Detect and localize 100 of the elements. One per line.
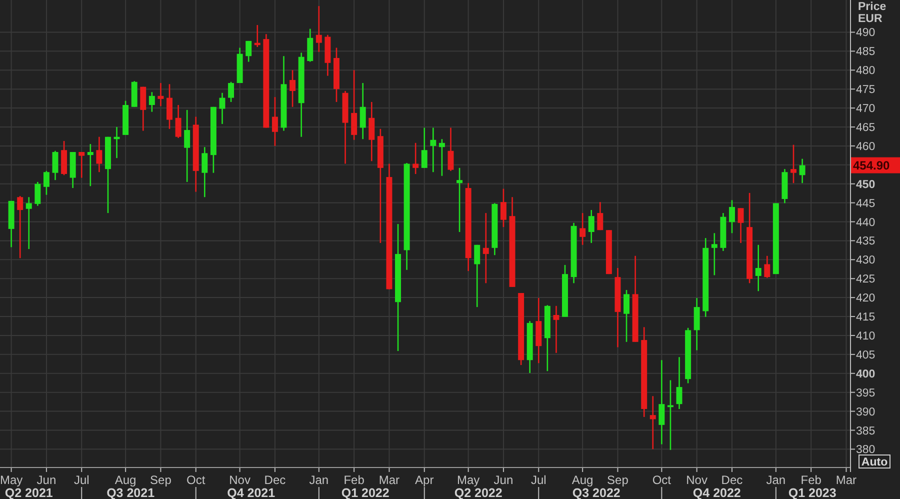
y-tick-label: 395	[856, 387, 876, 400]
price-tag: 454.90	[851, 157, 900, 174]
candlestick	[43, 170, 50, 196]
y-tick-label: 410	[856, 330, 876, 342]
x-tick-label: Oct	[186, 473, 206, 487]
x-tick-label: Dec	[721, 473, 743, 487]
candlestick	[246, 40, 252, 62]
candlestick	[87, 143, 94, 187]
y-tick-label: 465	[856, 122, 876, 134]
y-axis-title: Price EUR	[858, 1, 886, 25]
x-tick-label: May	[456, 473, 480, 487]
y-tick-label: 490	[856, 27, 876, 40]
x-tick-label: Feb	[800, 473, 822, 487]
candlestick	[219, 92, 226, 125]
x-tick-label: Jul	[74, 473, 90, 487]
candlestick	[17, 195, 24, 259]
candlestick	[184, 109, 190, 183]
x-tick-label: Apr	[415, 473, 434, 487]
y-tick-label: 485	[856, 46, 876, 58]
candlestick	[166, 84, 172, 130]
y-tick-label: 380	[856, 444, 876, 456]
y-tick-label: 425	[856, 274, 876, 286]
candlestick	[474, 244, 480, 308]
candlestick	[96, 136, 102, 173]
candlestick	[78, 151, 85, 178]
x-tick-label: Mar	[378, 473, 400, 487]
y-tick-label: 405	[856, 349, 876, 362]
candlestick	[694, 297, 700, 351]
x-tick-label: Nov	[229, 473, 250, 487]
x-tick-label: Aug	[572, 473, 594, 487]
candlestick	[351, 69, 358, 141]
candlestick	[438, 138, 445, 177]
x-tick-label: Jun	[494, 473, 514, 487]
candlestick	[228, 81, 234, 103]
y-tick-label: 480	[856, 65, 876, 78]
y-tick-label: 440	[856, 216, 876, 229]
candlestick	[482, 212, 489, 284]
candlestick	[290, 69, 296, 108]
candlestick	[799, 158, 806, 184]
candlestick	[755, 244, 762, 292]
candlestick	[597, 201, 604, 231]
y-tick-label: 400	[856, 368, 876, 380]
auto-button: Auto	[858, 454, 890, 469]
candlestick	[500, 188, 506, 228]
candlestick	[360, 82, 366, 140]
x-tick-label: Jul	[530, 473, 546, 487]
candlestick	[430, 127, 436, 173]
x-tick-label: Sep	[150, 473, 172, 487]
candlestick	[140, 86, 146, 132]
candlestick	[624, 289, 630, 343]
candlestick	[52, 150, 58, 181]
candlestick	[26, 196, 32, 250]
candlestick	[553, 305, 560, 354]
x-tick-label: Feb	[344, 473, 365, 487]
candlestick	[61, 140, 68, 176]
candlestick	[368, 101, 375, 162]
candlestick	[158, 82, 164, 107]
x-tick-label: Jan	[309, 473, 329, 487]
x-tick-label: Oct	[652, 473, 672, 487]
candlestick	[421, 127, 428, 169]
y-tick-label: 415	[856, 312, 876, 324]
candlestick	[676, 356, 682, 410]
x-tick-label: Dec	[264, 473, 286, 487]
x-tick-label: Jun	[36, 473, 56, 487]
y-tick-label: 445	[856, 198, 876, 210]
x-tick-label: Nov	[686, 473, 708, 487]
y-tick-label: 390	[856, 406, 876, 418]
candlestick	[272, 96, 278, 147]
y-tick-label: 450	[856, 178, 876, 191]
y-tick-label: 385	[856, 425, 876, 438]
x-tick-label: Sep	[607, 473, 629, 487]
candlestick	[790, 144, 796, 184]
candlestick	[456, 167, 463, 233]
candlestick	[764, 255, 770, 278]
x-tick-label: May	[0, 473, 23, 487]
candlestick	[34, 181, 41, 206]
candlestick	[738, 207, 744, 244]
candlestick	[148, 91, 155, 112]
y-tick-label: 460	[856, 140, 876, 153]
y-tick-label: 435	[856, 236, 876, 248]
candlestick	[202, 146, 208, 198]
candlestick	[448, 127, 454, 172]
candlestick	[711, 232, 718, 276]
y-tick-label: 475	[856, 84, 876, 96]
candlestick	[316, 5, 322, 53]
y-tick-label: 420	[856, 292, 876, 305]
candlestick	[667, 380, 674, 451]
candlestick	[728, 199, 735, 234]
candlestick	[307, 28, 314, 62]
candlestick	[588, 209, 594, 244]
y-tick-label: 470	[856, 103, 876, 116]
x-tick-label: Aug	[114, 473, 136, 487]
candlestick	[175, 104, 182, 139]
candlestick	[658, 359, 665, 445]
candlestick	[412, 142, 419, 175]
candlestick	[650, 395, 656, 450]
candlestick	[580, 212, 586, 246]
y-tick-label: 430	[856, 254, 876, 267]
x-tick-label: Mar	[836, 473, 857, 487]
x-tick-label: Jan	[766, 473, 786, 487]
